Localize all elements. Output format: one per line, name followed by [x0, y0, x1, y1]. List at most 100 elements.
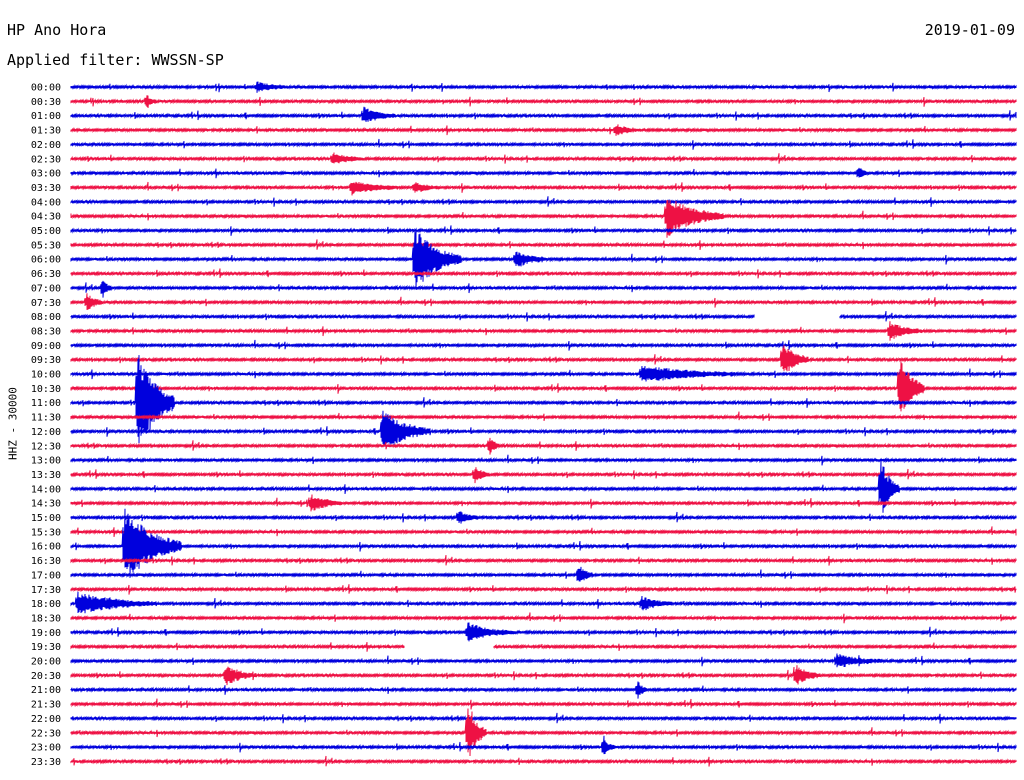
row-time-label: 14:00: [31, 484, 61, 495]
seismogram-trace: [70, 152, 1017, 164]
row-time-label: 12:30: [31, 441, 61, 452]
row-time-label: 13:30: [31, 470, 61, 481]
row-time-label: 02:00: [31, 140, 61, 151]
row-time-label: 00:30: [31, 97, 61, 108]
row-time-label: 23:30: [31, 757, 61, 768]
row-time-label: 05:30: [31, 240, 61, 251]
seismogram-trace: [70, 355, 1017, 444]
filter-label: Applied filter: WWSSN-SP: [7, 51, 224, 69]
seismogram-trace: [70, 681, 1017, 699]
seismogram-trace: [70, 106, 1017, 122]
row-time-label: 22:00: [31, 714, 61, 725]
seismogram-trace: [70, 459, 1017, 513]
seismogram-trace: [70, 653, 1017, 668]
seismogram-trace: [70, 494, 1017, 512]
row-time-label: 16:30: [31, 556, 61, 567]
row-time-label: 06:00: [31, 255, 61, 266]
row-time-label: 07:00: [31, 283, 61, 294]
row-time-label: 18:30: [31, 613, 61, 624]
row-time-label: 08:00: [31, 312, 61, 323]
row-time-label: 02:30: [31, 154, 61, 165]
seismogram-trace: [70, 411, 1017, 422]
seismogram-trace: [70, 708, 1017, 757]
seismogram-trace: [70, 755, 1017, 767]
row-time-label: 20:30: [31, 671, 61, 682]
row-time-label: 13:00: [31, 456, 61, 467]
seismogram-trace: [70, 410, 1017, 447]
row-time-label: 09:30: [31, 355, 61, 366]
seismogram-trace: [70, 366, 1017, 382]
seismogram-trace: [70, 555, 1017, 566]
seismogram-trace: [70, 124, 1017, 136]
seismogram-trace: [70, 345, 1017, 372]
seismogram-trace: [70, 239, 1017, 250]
seismogram-trace: [70, 311, 1017, 322]
row-time-label: 01:30: [31, 126, 61, 137]
seismogram-trace: [70, 735, 1017, 755]
seismogram-trace: [70, 138, 1017, 150]
date-label: 2019-01-09: [924, 21, 1015, 39]
row-time-label: 06:30: [31, 269, 61, 280]
row-time-label: 17:00: [31, 570, 61, 581]
row-time-label: 16:00: [31, 542, 61, 553]
row-time-label: 08:30: [31, 326, 61, 337]
row-time-label: 15:30: [31, 527, 61, 538]
row-time-label: 21:00: [31, 685, 61, 696]
seismogram-trace: [70, 511, 1017, 524]
row-time-label: 23:00: [31, 743, 61, 754]
seismogram-trace: [70, 268, 1017, 279]
row-time-label: 18:00: [31, 599, 61, 610]
row-time-label: 20:00: [31, 657, 61, 668]
row-time-label: 19:30: [31, 642, 61, 653]
seismogram-trace: [70, 361, 1017, 412]
row-time-label: 05:00: [31, 226, 61, 237]
row-time-label: 10:00: [31, 370, 61, 381]
row-time-label: 21:30: [31, 700, 61, 711]
seismogram-trace: [70, 566, 1017, 582]
seismogram-trace: [70, 665, 1017, 686]
station-title: HP Ano Hora: [7, 21, 107, 39]
row-time-label: 17:30: [31, 585, 61, 596]
seismogram-trace: [70, 712, 1017, 724]
row-time-label: 12:00: [31, 427, 61, 438]
row-time-label: 11:30: [31, 413, 61, 424]
row-time-label: 10:30: [31, 384, 61, 395]
seismogram-trace: [70, 321, 1017, 341]
row-time-label: 19:00: [31, 628, 61, 639]
row-time-label: 15:00: [31, 513, 61, 524]
seismogram-trace: [70, 622, 1017, 642]
row-time-label: 03:30: [31, 183, 61, 194]
row-time-label: 03:00: [31, 169, 61, 180]
seismogram-trace: [70, 508, 1017, 578]
seismogram-trace: [70, 339, 1017, 351]
row-time-label: 00:00: [31, 83, 61, 94]
seismogram-trace: [70, 225, 1017, 236]
seismogram-trace: [70, 584, 1017, 595]
seismogram-trace: [70, 698, 1017, 710]
row-time-label: 22:30: [31, 728, 61, 739]
seismogram-trace: [70, 95, 1017, 109]
row-time-label: 11:00: [31, 398, 61, 409]
seismogram-trace: [70, 181, 1017, 196]
seismogram-trace: [70, 280, 1017, 298]
seismogram-trace: [70, 229, 1017, 290]
row-time-label: 04:30: [31, 212, 61, 223]
seismogram-trace: [70, 81, 1017, 93]
row-time-label: 07:30: [31, 298, 61, 309]
seismogram-trace: [70, 196, 1017, 207]
seismogram-trace: [70, 437, 1017, 455]
seismogram-trace: [70, 526, 1017, 537]
row-time-label: 04:00: [31, 197, 61, 208]
seismogram-trace: [70, 612, 1017, 624]
seismogram-trace: [70, 467, 1017, 484]
seismogram-trace: [70, 293, 1017, 310]
seismogram-trace: [70, 591, 1017, 614]
row-time-label: 09:00: [31, 341, 61, 352]
row-time-label: 14:30: [31, 499, 61, 510]
row-time-label: 01:00: [31, 111, 61, 122]
seismogram-trace: [70, 454, 1017, 466]
seismogram-trace: [70, 200, 1017, 238]
seismogram-trace: [70, 167, 1017, 179]
seismogram-trace: [70, 642, 1017, 652]
